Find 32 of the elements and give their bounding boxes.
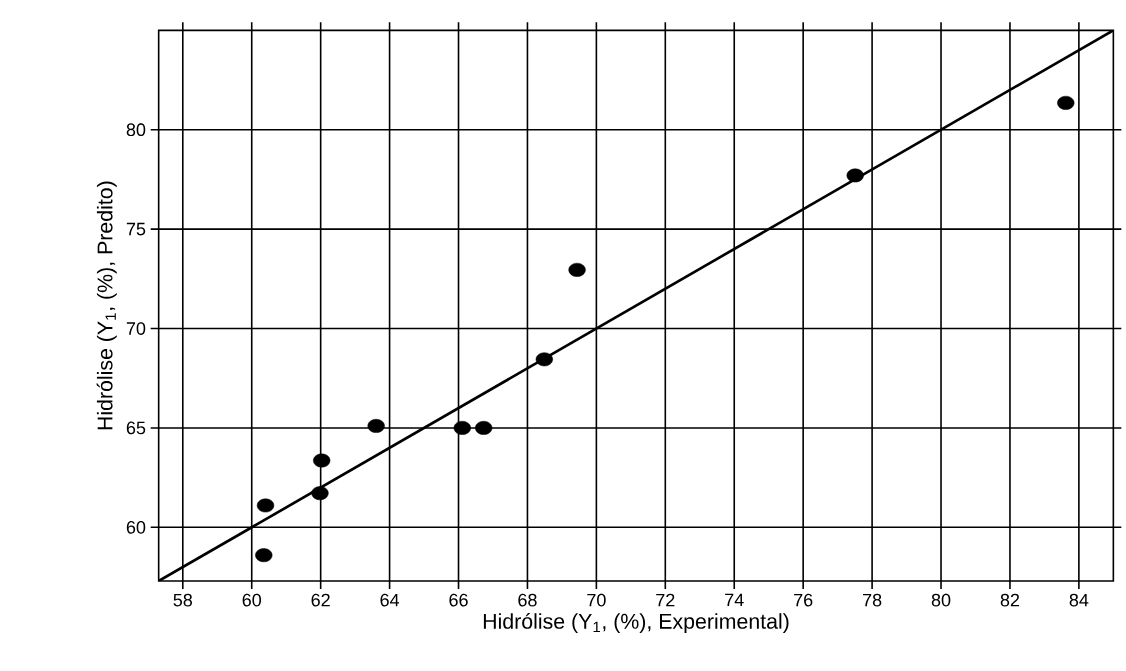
point bbox=[453, 420, 471, 435]
point bbox=[846, 168, 864, 183]
x-tick-label: 58 bbox=[173, 593, 193, 607]
point bbox=[1057, 95, 1075, 110]
x-tick-label: 84 bbox=[1069, 593, 1089, 607]
x-tick-label: 74 bbox=[725, 593, 744, 607]
x-tick-label: 64 bbox=[380, 593, 400, 607]
point bbox=[475, 420, 493, 435]
x-tick-label: 78 bbox=[863, 593, 882, 607]
x-tick-label: 70 bbox=[587, 593, 606, 607]
point bbox=[311, 486, 329, 501]
y-tick-label: 65 bbox=[126, 421, 146, 435]
x-tick-label: 68 bbox=[518, 593, 537, 607]
y-tick-label: 80 bbox=[126, 123, 146, 137]
x-tick-label: 76 bbox=[794, 593, 813, 607]
y-tick-label: 70 bbox=[126, 322, 146, 335]
x-tick-label: 80 bbox=[931, 593, 951, 607]
point bbox=[255, 548, 273, 563]
point bbox=[313, 453, 331, 468]
point bbox=[535, 352, 553, 367]
y-tick-label: 60 bbox=[126, 520, 146, 534]
x-tick-label: 82 bbox=[1000, 593, 1020, 607]
x-tick-label: 66 bbox=[449, 593, 468, 607]
y-tick-label: 75 bbox=[126, 222, 146, 236]
x-tick-label: 60 bbox=[242, 593, 262, 607]
x-axis-title: Hidrólise (Y$_{1}$, (%), Experimental) bbox=[483, 612, 789, 634]
y-axis-title: Hidrólise (Y$_{1}$, (%), Predito) bbox=[96, 181, 117, 430]
x-tick-label: 62 bbox=[311, 593, 330, 607]
x-tick-label: 72 bbox=[656, 593, 675, 607]
point bbox=[568, 262, 586, 277]
point bbox=[256, 498, 275, 513]
point bbox=[367, 419, 385, 433]
